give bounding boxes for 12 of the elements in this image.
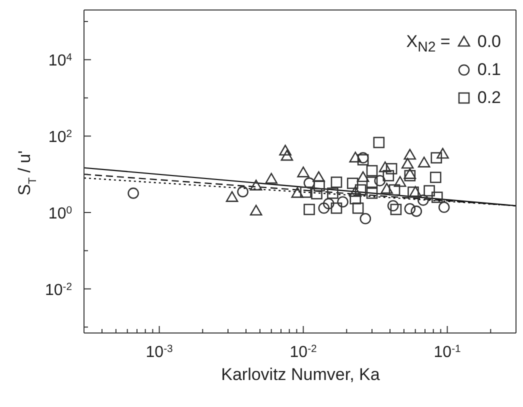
x-tick-label: 10$^{-3}$ <box>146 344 174 361</box>
legend-title: X$_{N2}$ = <box>406 31 450 58</box>
legend-label: 0.1 <box>477 59 501 81</box>
x-tick-label: 10$^{-2}$ <box>290 344 318 361</box>
legend-label: 0.0 <box>477 31 501 53</box>
x-axis-title: Karlovitz Numver, Ka <box>220 365 381 385</box>
y-tick-label: 10$^{4}$ <box>48 52 72 70</box>
x-tick-label: 10$^{-1}$ <box>434 344 462 361</box>
y-tick-label: 10$^{2}$ <box>48 128 72 146</box>
legend-label: 0.2 <box>477 87 501 109</box>
y-tick-label: 10$^{-2}$ <box>44 281 72 299</box>
y-tick-label: 10$^{0}$ <box>48 204 72 222</box>
